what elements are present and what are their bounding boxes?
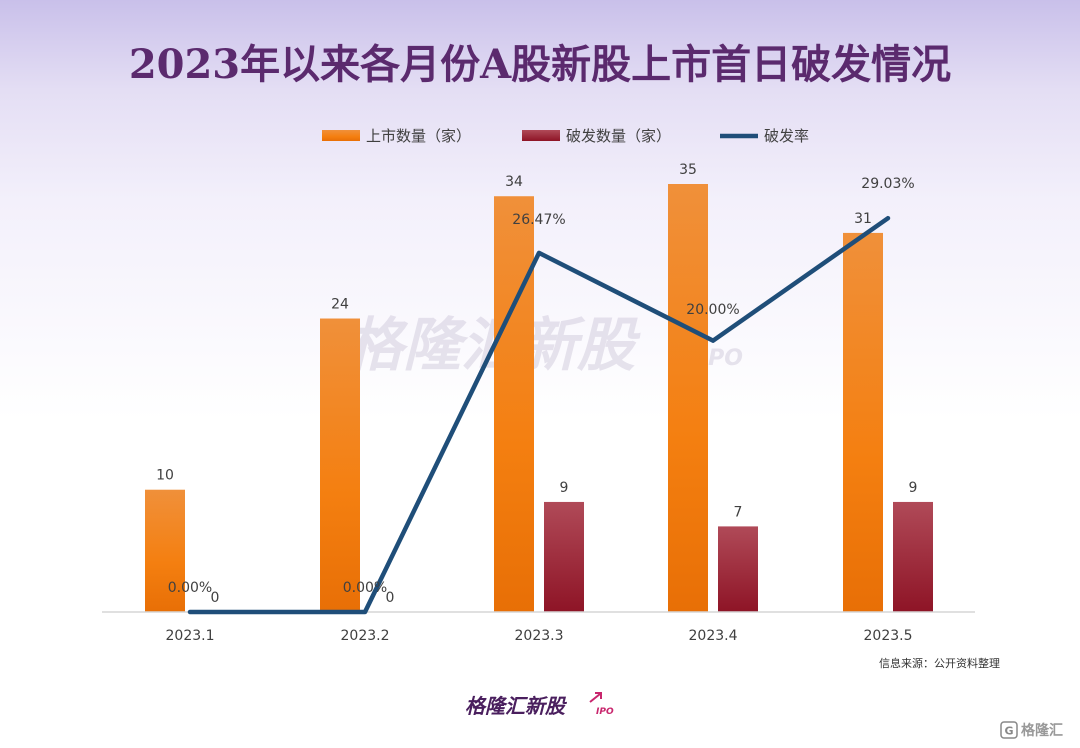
footer-logo: 格隆汇新股 (465, 694, 567, 718)
listed-count-label-2023.3: 34 (505, 174, 523, 190)
labels-layer: 10 24 34 35 31 0 0 9 7 9 0.00% 0.00% 26.47% 20.00% 29.… (156, 162, 917, 606)
broken-count-bar-2023.3 (544, 501, 584, 612)
legend-swatch-1 (522, 130, 560, 141)
x-tick-label-2023.3: 2023.3 (515, 628, 564, 644)
legend-label-0: 上市数量（家） (366, 127, 471, 145)
listed-count-label-2023.1: 10 (156, 468, 174, 484)
legend-label-2: 破发率 (764, 127, 809, 145)
listed-count-bar-2023.1 (145, 489, 185, 612)
listed-count-label-2023.2: 24 (331, 297, 349, 313)
footer-logo-sub: IPO (596, 707, 614, 717)
x-tick-label-2023.4: 2023.4 (689, 628, 738, 644)
corner-badge-icon: G (1004, 725, 1013, 738)
arrow-up-icon (589, 692, 602, 703)
legend: 上市数量（家） 破发数量（家） 破发率 (322, 127, 809, 145)
bars-layer (145, 184, 933, 612)
broken-count-label-2023.5: 9 (909, 480, 918, 496)
legend-swatch-0 (322, 130, 360, 141)
source-note: 信息来源：公开资料整理 (879, 656, 1000, 670)
x-tick-label-2023.5: 2023.5 (864, 628, 913, 644)
listed-count-bar-2023.2 (320, 318, 360, 612)
broken-count-label-2023.1: 0 (211, 590, 220, 606)
line-layer (187, 215, 891, 615)
corner-badge-frame (1000, 721, 1018, 739)
break-rate-label-2023.4: 20.00% (686, 302, 739, 318)
x-tick-labels: 2023.1 2023.2 2023.3 2023.4 2023.5 (166, 628, 913, 644)
listed-count-label-2023.5: 31 (854, 211, 872, 227)
broken-count-label-2023.3: 9 (560, 480, 569, 496)
corner-badge: 格隆汇 (1021, 722, 1063, 739)
x-tick-label-2023.2: 2023.2 (341, 628, 390, 644)
legend-label-1: 破发数量（家） (566, 127, 671, 145)
x-tick-label-2023.1: 2023.1 (166, 628, 215, 644)
listed-count-bar-2023.4 (668, 184, 708, 612)
break-rate-label-2023.2: 0.00% (343, 580, 387, 596)
break-rate-line (187, 215, 891, 615)
broken-count-label-2023.2: 0 (386, 590, 395, 606)
break-rate-label-2023.3: 26.47% (512, 212, 565, 228)
listed-count-label-2023.4: 35 (679, 162, 697, 178)
broken-count-bar-2023.5 (893, 501, 933, 612)
broken-count-label-2023.4: 7 (734, 504, 743, 520)
chart-title: 2023年以来各月份A股新股上市首日破发情况 (129, 41, 951, 88)
listed-count-bar-2023.3 (494, 196, 534, 612)
broken-count-bar-2023.4 (718, 526, 758, 612)
break-rate-label-2023.5: 29.03% (861, 176, 914, 192)
listed-count-bar-2023.5 (843, 232, 883, 612)
break-rate-label-2023.1: 0.00% (168, 580, 212, 596)
